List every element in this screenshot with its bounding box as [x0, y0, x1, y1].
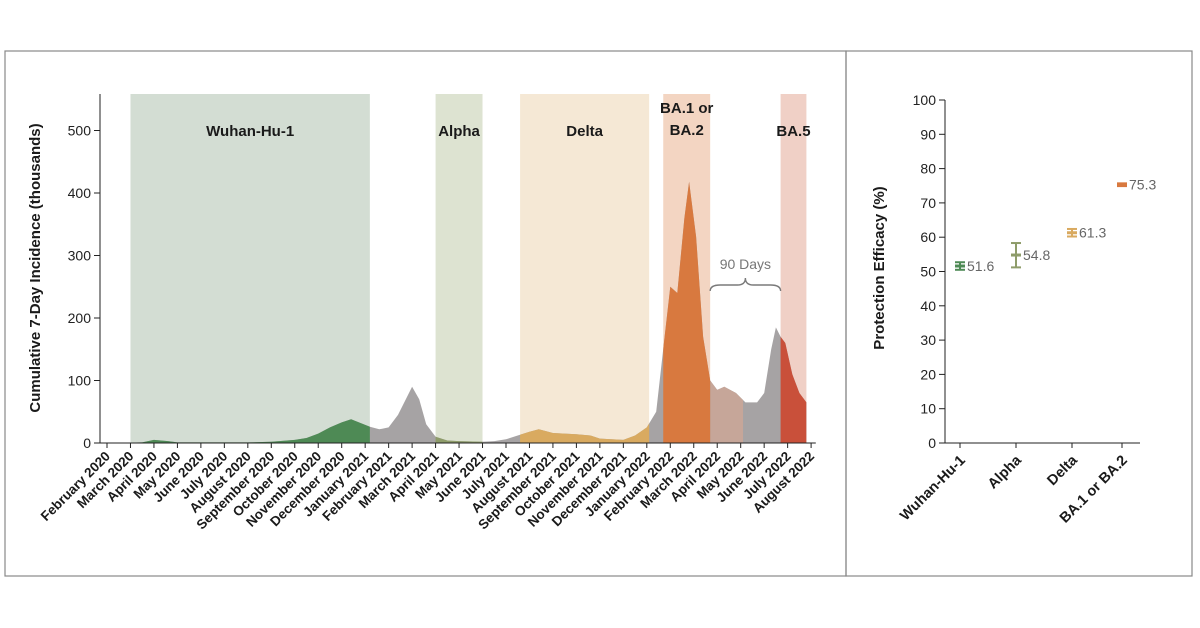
incidence-area-period-1: [435, 436, 483, 443]
incidence-area-period-0: [130, 419, 370, 443]
efficacy-y-tick-label-1: 10: [920, 401, 936, 417]
efficacy-point-0: [955, 264, 965, 268]
efficacy-y-tick-label-7: 70: [920, 195, 936, 211]
efficacy-marks: 51.6 54.8 61.3 75.3: [955, 177, 1156, 274]
efficacy-point-3: [1117, 183, 1127, 187]
incidence-area-period-4: [780, 336, 807, 443]
period-band-1: [435, 94, 483, 443]
efficacy-value-label-1: 54.8: [1023, 247, 1050, 263]
efficacy-y-axis-label: Protection Efficacy (%): [871, 186, 888, 349]
efficacy-y-tick-label-8: 80: [920, 161, 936, 177]
efficacy-y-tick-label-6: 60: [920, 229, 936, 245]
incidence-y-tick-label-2: 200: [68, 310, 92, 326]
efficacy-point-1: [1011, 253, 1021, 257]
efficacy-panel-frame: [845, 50, 1193, 577]
incidence-y-tick-label-3: 300: [68, 248, 92, 264]
incidence-y-tick-label-1: 100: [68, 373, 92, 389]
efficacy-value-label-3: 75.3: [1129, 177, 1156, 193]
efficacy-y-tick-label-9: 90: [920, 126, 936, 142]
incidence-y-tick-label-5: 500: [68, 123, 92, 139]
efficacy-y-tick-label-5: 50: [920, 264, 936, 280]
efficacy-y-tick-label-10: 100: [913, 92, 937, 108]
incidence-y-tick-label-4: 400: [68, 185, 92, 201]
efficacy-category-label-0: Wuhan-Hu-1: [897, 453, 969, 525]
incidence-area-late-omicron: [710, 380, 744, 443]
efficacy-y-tick-label-2: 20: [920, 366, 936, 382]
incidence-area-period-2: [520, 423, 650, 443]
interval-label: 90 Days: [720, 256, 771, 272]
interval-brace: [709, 277, 782, 292]
incidence-y-tick-label-0: 0: [83, 435, 91, 451]
incidence-area-period-3: [663, 181, 711, 443]
period-band-2: [520, 94, 650, 443]
efficacy-y-tick-label-0: 0: [928, 435, 936, 451]
efficacy-value-label-2: 61.3: [1079, 225, 1106, 241]
efficacy-category-label-2: Delta: [1044, 452, 1081, 489]
period-label-3: BA.1 or BA.2: [660, 100, 714, 139]
period-label-2: Delta: [566, 123, 603, 140]
efficacy-panel: 0 10 20 30 40 50 60 70 80 90 100 Wuhan-Hu-1 Alpha Del…: [845, 50, 1193, 577]
incidence-y-axis-label: Cumulative 7-Day Incidence (thousands): [27, 123, 44, 412]
efficacy-point-2: [1067, 231, 1077, 235]
period-label-0: Wuhan-Hu-1: [206, 123, 294, 140]
incidence-area: [107, 181, 807, 444]
efficacy-y-tick-label-4: 40: [920, 298, 936, 314]
interval-annotation: 90 Days: [709, 256, 782, 292]
efficacy-axes: 0 10 20 30 40 50 60 70 80 90 100 Wuhan-Hu-1 Alpha Del…: [897, 92, 1140, 527]
efficacy-y-tick-label-3: 30: [920, 332, 936, 348]
period-label-4: BA.5: [776, 123, 810, 140]
period-band-0: [130, 94, 370, 443]
efficacy-value-label-0: 51.6: [967, 258, 994, 274]
period-label-1: Alpha: [438, 123, 480, 140]
efficacy-category-label-1: Alpha: [985, 452, 1025, 492]
variant-period-labels: Wuhan-Hu-1 Alpha Delta BA.1 or BA.2 BA.5: [206, 100, 810, 140]
